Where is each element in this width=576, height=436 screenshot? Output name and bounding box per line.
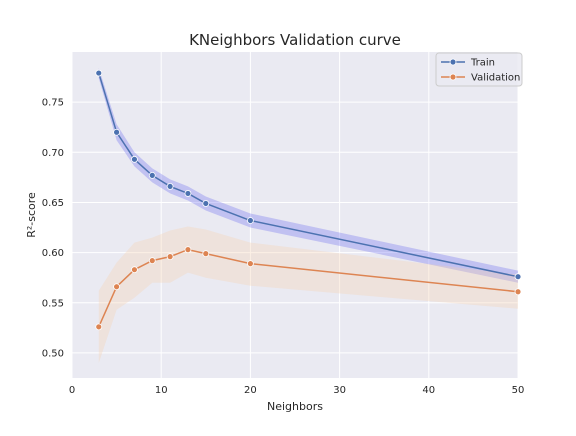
y-tick-label: 0.60: [42, 248, 64, 259]
x-tick-label: 20: [244, 385, 257, 396]
x-tick-label: 50: [512, 385, 525, 396]
train-data-point: [184, 190, 192, 197]
legend: Train Validation: [435, 52, 523, 87]
validation-data-point: [166, 253, 174, 261]
train-data-point: [131, 155, 138, 163]
train-data-point: [514, 273, 522, 281]
validation-data-point: [131, 266, 138, 274]
validation-legend-label: Validation: [471, 73, 520, 84]
grid: [71, 52, 519, 378]
series-points: [95, 69, 522, 331]
x-tick-label: 0: [69, 385, 75, 396]
validation-data-point: [95, 323, 103, 331]
y-axis-label: R²-score: [25, 192, 38, 238]
y-tick-label: 0.65: [42, 198, 64, 209]
confidence-bands: [98, 68, 518, 363]
validation-data-point: [202, 250, 210, 258]
validation-data-point: [113, 283, 120, 291]
y-tick-label: 0.75: [42, 98, 64, 109]
train-data-point: [148, 171, 156, 179]
x-tick-label: 30: [333, 385, 346, 396]
train-data-point: [202, 200, 210, 207]
y-tick-label: 0.70: [42, 148, 64, 159]
validation-legend-marker: [449, 73, 457, 81]
x-tick-label: 40: [422, 385, 435, 396]
y-tick-label: 0.50: [42, 348, 64, 359]
x-axis-label: Neighbors: [267, 400, 323, 413]
train-data-point: [113, 128, 120, 136]
chart-title: KNeighbors Validation curve: [189, 31, 401, 49]
train-legend-label: Train: [470, 58, 495, 69]
train-data-point: [166, 183, 174, 190]
x-tick-label: 10: [155, 385, 168, 396]
validation-data-point: [184, 246, 192, 254]
tick-labels: 0 10 20 30 40 50 0.50 0.55 0.60 0.65 0.70 0.75: [42, 98, 525, 396]
validation-data-point: [514, 288, 522, 296]
y-tick-label: 0.55: [42, 298, 64, 309]
train-data-point: [95, 69, 103, 77]
train-legend-marker: [449, 58, 457, 66]
validation-data-point: [148, 257, 156, 265]
validation-data-point: [246, 260, 254, 268]
plot-area: [72, 52, 518, 378]
validation-confidence-band: [98, 226, 518, 363]
train-data-point: [246, 217, 254, 224]
